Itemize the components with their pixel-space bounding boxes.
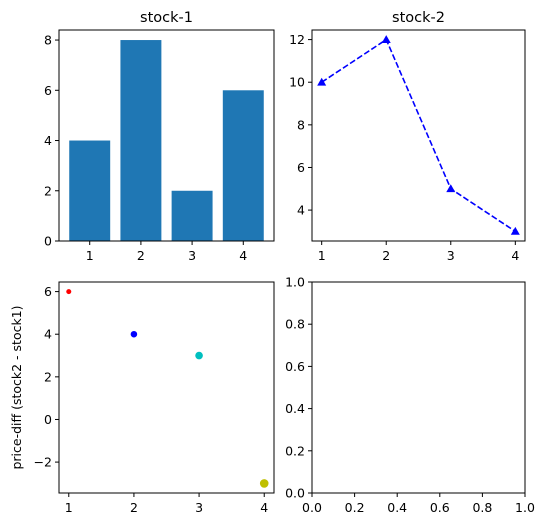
subplot-title: stock-2 bbox=[392, 10, 445, 26]
point-marker bbox=[446, 184, 456, 193]
x-tick-label: 2 bbox=[382, 248, 390, 263]
x-tick-label: 4 bbox=[511, 248, 519, 263]
bar-4 bbox=[222, 90, 264, 242]
y-tick-label: 0.4 bbox=[285, 401, 305, 416]
y-tick-label: 0.2 bbox=[285, 443, 305, 458]
scatter-point bbox=[66, 289, 72, 295]
y-tick-label: 6 bbox=[44, 83, 52, 98]
y-tick-label: 10 bbox=[289, 75, 305, 90]
y-tick-label: 8 bbox=[44, 33, 52, 48]
x-tick-label: 4 bbox=[239, 248, 247, 263]
x-tick-label: 0.6 bbox=[430, 500, 450, 515]
x-tick-label: 2 bbox=[130, 500, 138, 515]
scatter-point bbox=[259, 479, 269, 488]
bar-2 bbox=[120, 40, 162, 241]
y-tick-label: 0 bbox=[44, 412, 52, 427]
x-tick-label: 0.0 bbox=[302, 500, 322, 515]
bar-1 bbox=[69, 140, 111, 241]
series-line bbox=[321, 38, 516, 233]
y-tick-label: 0.8 bbox=[285, 317, 305, 332]
x-tick-label: 1 bbox=[318, 248, 326, 263]
x-tick-label: 1 bbox=[65, 500, 73, 515]
y-tick-label: 6 bbox=[44, 284, 52, 299]
y-tick-label: 1.0 bbox=[285, 275, 305, 290]
y-tick-label: 12 bbox=[289, 32, 305, 47]
x-tick-label: 1.0 bbox=[515, 500, 535, 515]
subplot-4: 0.0 0.2 0.4 0.6 0.8 1.0 0.0 0.2 0.4 0.6 0.8 1.0 bbox=[285, 275, 535, 516]
bar-3 bbox=[171, 190, 213, 241]
y-axis-label: price-diff (stock2 - stock1) bbox=[9, 305, 24, 469]
scatter-point bbox=[195, 351, 203, 360]
x-tick-label: 1 bbox=[86, 248, 94, 263]
x-tick-label: 3 bbox=[188, 248, 196, 263]
x-tick-label: 3 bbox=[447, 248, 455, 263]
x-tick-label: 4 bbox=[260, 500, 268, 515]
scatter-point bbox=[130, 330, 138, 338]
y-tick-label: 4 bbox=[297, 203, 305, 218]
axes-frame bbox=[58, 29, 275, 242]
subplot-1: 1 2 3 4 0 2 4 6 8 stock-1 bbox=[44, 10, 275, 263]
y-tick-label: 6 bbox=[297, 160, 305, 175]
point-marker bbox=[317, 77, 327, 86]
axes-frame bbox=[311, 281, 526, 494]
point-marker bbox=[381, 35, 391, 43]
y-tick-label: 2 bbox=[44, 369, 52, 384]
subplot-3: 1 2 3 4 −2 0 2 4 6 price-diff (stock2 - stock1) bbox=[9, 281, 275, 515]
y-tick-label: 4 bbox=[44, 327, 52, 342]
y-tick-label: 0 bbox=[44, 234, 52, 249]
x-tick-label: 3 bbox=[195, 500, 203, 515]
point-marker bbox=[510, 226, 520, 235]
x-tick-label: 0.8 bbox=[472, 500, 492, 515]
axes-frame bbox=[58, 281, 275, 494]
x-tick-label: 0.4 bbox=[387, 500, 407, 515]
x-tick-label: 0.2 bbox=[345, 500, 365, 515]
x-tick-label: 2 bbox=[137, 248, 145, 263]
y-tick-label: 2 bbox=[44, 183, 52, 198]
y-tick-label: 8 bbox=[297, 117, 305, 132]
y-tick-label: −2 bbox=[34, 455, 52, 470]
axes-frame bbox=[311, 29, 526, 242]
y-tick-label: 4 bbox=[44, 133, 52, 148]
subplot-title: stock-1 bbox=[140, 10, 193, 26]
y-tick-label: 0.6 bbox=[285, 359, 305, 374]
y-tick-label: 0.0 bbox=[285, 486, 305, 501]
